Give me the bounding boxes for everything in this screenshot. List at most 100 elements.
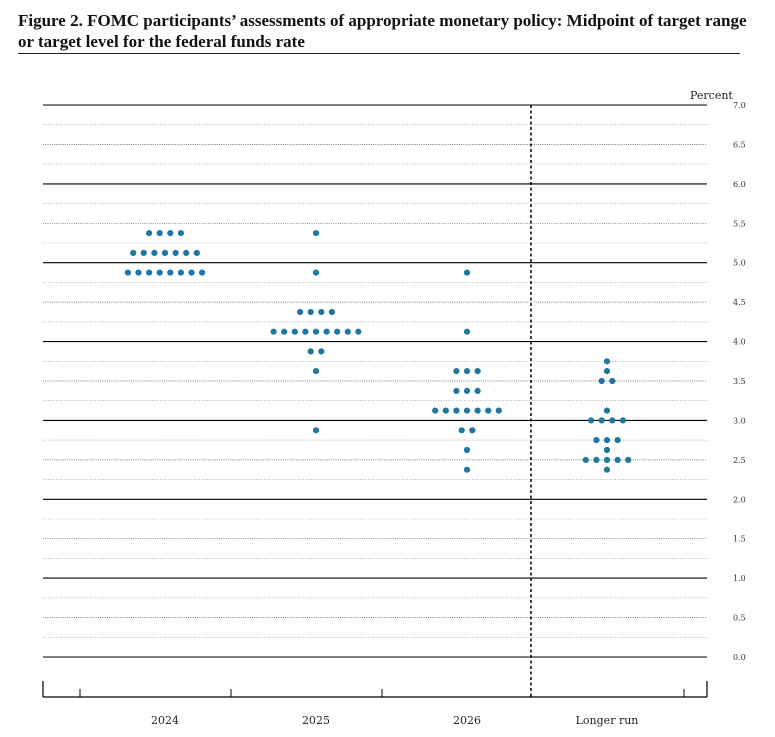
projection-dot — [302, 328, 309, 335]
projection-dot — [463, 328, 471, 335]
projection-dot — [614, 456, 621, 463]
projection-dot — [146, 269, 153, 276]
projection-dot — [598, 417, 605, 424]
projection-dot — [474, 407, 481, 414]
projection-dot — [183, 249, 190, 256]
projection-dot — [458, 427, 465, 434]
projection-dot — [625, 456, 632, 463]
projection-dot — [593, 437, 600, 444]
y-tick-label: 7.0 — [733, 101, 746, 110]
y-tick-label: 6.5 — [733, 140, 746, 149]
projection-dot — [453, 368, 460, 375]
x-category-label: 2026 — [453, 714, 481, 727]
projection-dot — [474, 387, 481, 394]
projection-dot — [344, 328, 351, 335]
projection-dot — [588, 417, 595, 424]
projection-dot — [130, 249, 137, 256]
y-tick-label: 6.0 — [733, 180, 746, 189]
projection-dot — [603, 437, 611, 444]
projection-dot — [463, 269, 471, 276]
projection-dot — [603, 368, 611, 375]
projection-dot — [270, 328, 277, 335]
projection-dot — [124, 269, 131, 276]
y-tick-label: 4.5 — [733, 298, 746, 307]
projection-dot — [609, 417, 616, 424]
projection-dot — [598, 377, 605, 385]
projection-dot — [328, 308, 335, 316]
x-category-label: 2025 — [302, 714, 330, 727]
x-axis — [42, 681, 708, 698]
projection-dot — [318, 348, 325, 355]
projection-dot — [495, 407, 502, 414]
projection-dot — [161, 249, 169, 256]
y-tick-label: 0.0 — [733, 653, 746, 662]
projection-dot — [193, 249, 200, 256]
projection-dot — [609, 377, 616, 385]
projection-dot — [432, 407, 439, 414]
projection-dot — [199, 269, 206, 276]
y-tick-label: 2.5 — [733, 456, 746, 465]
projection-dots — [124, 230, 632, 473]
projection-dot — [312, 269, 320, 276]
projection-dot — [603, 446, 611, 454]
projection-dot — [603, 466, 611, 473]
projection-dot — [334, 328, 341, 335]
projection-dot — [453, 407, 460, 414]
projection-dot — [485, 407, 492, 414]
projection-dot — [582, 456, 589, 463]
projection-dot — [312, 328, 320, 335]
projection-dot — [151, 249, 158, 256]
projection-dot — [593, 456, 600, 463]
y-tick-label: 5.0 — [733, 259, 746, 268]
projection-dot — [156, 269, 163, 276]
projection-dot — [603, 358, 611, 365]
title-rule — [18, 53, 740, 54]
projection-dot — [135, 269, 142, 276]
projection-dot — [140, 249, 147, 256]
projection-dot — [463, 446, 471, 454]
projection-dot — [156, 230, 163, 237]
projection-dot — [463, 368, 471, 375]
projection-dot — [146, 230, 153, 237]
y-tick-label: 4.0 — [733, 338, 746, 347]
x-axis-category-labels: 2024 2025 2026 Longer run — [151, 714, 638, 727]
y-tick-label: 1.0 — [733, 574, 746, 583]
projection-dot — [463, 407, 471, 414]
y-axis-unit-label: Percent — [690, 89, 733, 102]
projection-dot — [291, 328, 298, 335]
projection-dot — [614, 437, 621, 444]
projection-dot — [603, 456, 611, 463]
projection-dot — [177, 230, 184, 237]
projection-dot — [474, 368, 481, 375]
projection-dot — [619, 417, 627, 424]
y-tick-label: 2.0 — [733, 495, 746, 504]
projection-dot — [312, 427, 320, 434]
projection-dot — [312, 368, 320, 375]
projection-dot — [307, 308, 314, 316]
y-tick-label: 3.5 — [733, 377, 746, 386]
projection-dot — [318, 308, 325, 316]
figure-title: Figure 2. FOMC participants’ assessments… — [18, 11, 747, 51]
y-axis-tick-labels: 0.0 0.5 1.0 1.5 2.0 2.5 3.0 3.5 4.0 4.5 5.0 5.5 6.0 6… — [733, 101, 746, 662]
projection-dot — [281, 328, 288, 335]
projection-dot — [453, 387, 460, 394]
projection-dot — [323, 328, 330, 335]
y-tick-label: 3.0 — [733, 416, 746, 425]
projection-dot — [307, 348, 314, 355]
projection-dot — [172, 249, 179, 256]
projection-dot — [167, 230, 174, 237]
projection-dot — [603, 407, 611, 414]
y-tick-label: 1.5 — [733, 535, 746, 544]
projection-dot — [355, 328, 362, 335]
projection-dot — [463, 466, 471, 473]
projection-dot — [312, 230, 320, 237]
grid-lines — [43, 104, 707, 658]
projection-dot — [167, 269, 174, 276]
projection-dot — [463, 387, 471, 394]
projection-dot — [297, 308, 304, 316]
projection-dot — [442, 407, 449, 414]
projection-dot — [469, 427, 476, 434]
x-category-label: 2024 — [151, 714, 179, 727]
projection-dot — [177, 269, 184, 276]
